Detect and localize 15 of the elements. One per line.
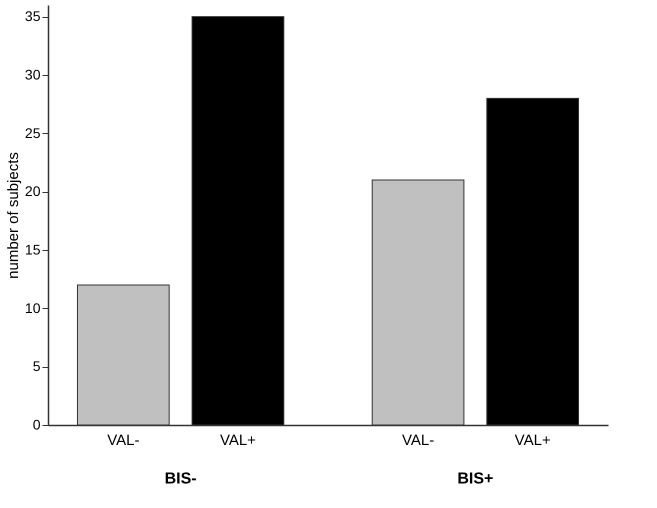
y-axis-title: number of subjects (4, 152, 22, 279)
series-label: VAL- (107, 432, 140, 449)
y-tick-label: 20 (24, 183, 41, 200)
y-tick-label: 0 (32, 416, 41, 432)
y-tick-label: 25 (24, 124, 41, 141)
text: VAL- (402, 432, 434, 449)
y-tick-label: 35 (24, 8, 41, 24)
y-tick-label: 10 (24, 300, 41, 316)
y-tick-label: 5 (32, 358, 41, 374)
y-tick-label: 30 (24, 66, 41, 82)
y-tick-label: 15 (24, 242, 41, 258)
text: VAL+ (514, 432, 551, 449)
x-tick-label: BIS+ (457, 470, 494, 488)
x-tick-label: BIS- (164, 470, 197, 488)
series-label: VAL+ (220, 432, 256, 449)
